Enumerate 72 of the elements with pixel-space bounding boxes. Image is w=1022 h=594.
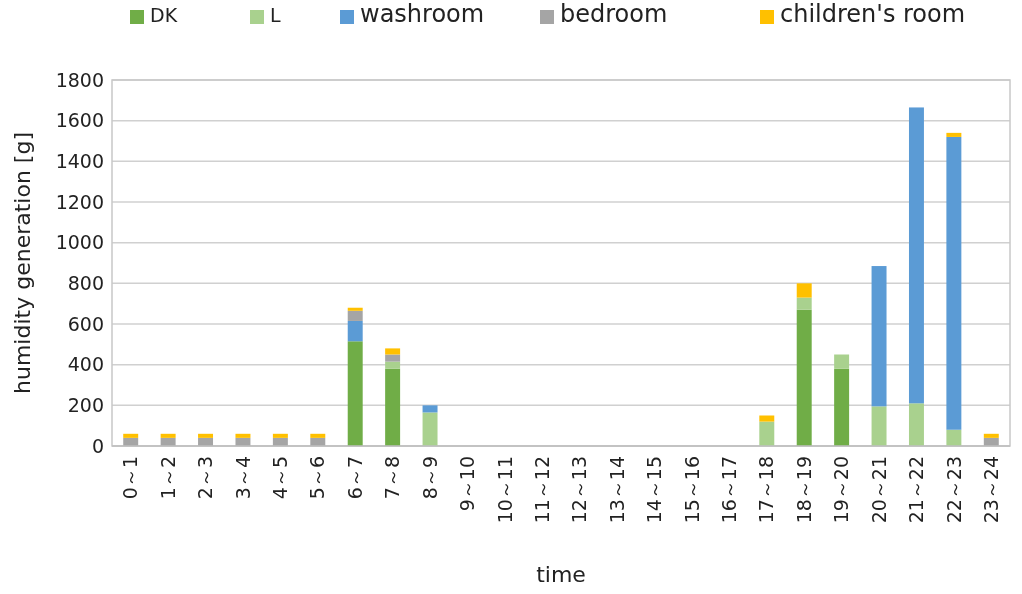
- bar: [347, 341, 363, 446]
- bar: [347, 307, 363, 311]
- x-tick-label: 19～20: [830, 456, 853, 524]
- bar: [946, 132, 962, 137]
- x-tick-label: 8～9: [418, 456, 441, 500]
- y-tick-label: 0: [91, 434, 104, 457]
- y-tick-label: 800: [67, 271, 104, 294]
- y-tick-label: 1200: [55, 190, 104, 213]
- bar: [834, 368, 850, 446]
- y-tick-label: 200: [67, 393, 104, 416]
- bar: [235, 433, 251, 438]
- x-tick-label: 16～17: [718, 456, 741, 524]
- x-tick-label: 13～14: [605, 456, 628, 524]
- bar: [123, 433, 139, 438]
- bar: [385, 348, 401, 355]
- legend-label: children's room: [780, 0, 966, 28]
- x-tick-label: 23～24: [979, 456, 1002, 524]
- bar: [796, 283, 812, 298]
- x-tick-label: 4～5: [269, 456, 292, 500]
- bar: [871, 266, 887, 407]
- x-tick-label: 3～4: [231, 456, 254, 500]
- legend-label: washroom: [360, 0, 485, 28]
- x-tick-label: 1～2: [156, 456, 179, 500]
- legend-label: DK: [150, 4, 178, 26]
- y-tick-label: 400: [67, 353, 104, 376]
- legend-label: L: [270, 4, 281, 26]
- x-tick-label: 9～10: [456, 456, 479, 512]
- bar: [422, 405, 438, 413]
- x-tick-label: 12～13: [568, 456, 591, 524]
- x-tick-label: 20～21: [867, 456, 890, 524]
- y-tick-label: 1800: [55, 68, 104, 91]
- legend-label: bedroom: [560, 0, 668, 28]
- bar: [796, 297, 812, 310]
- bar: [759, 415, 775, 422]
- bar: [272, 433, 288, 438]
- x-tick-label: 5～6: [306, 456, 329, 500]
- x-tick-label: 21～22: [905, 456, 928, 524]
- bar: [422, 412, 438, 446]
- bar: [347, 310, 363, 321]
- bar: [347, 320, 363, 342]
- bar: [983, 433, 999, 438]
- bar: [871, 406, 887, 446]
- bar: [310, 433, 326, 438]
- x-tick-label: 11～12: [530, 456, 553, 524]
- x-tick-label: 7～8: [381, 456, 404, 500]
- bar: [908, 107, 924, 404]
- bar: [198, 433, 214, 438]
- bar: [908, 403, 924, 446]
- y-tick-label: 1600: [55, 109, 104, 132]
- bar: [385, 368, 401, 446]
- x-tick-label: 14～15: [643, 456, 666, 524]
- bar: [834, 354, 850, 369]
- x-tick-label: 6～7: [343, 456, 366, 500]
- x-tick-label: 17～18: [755, 456, 778, 524]
- bar: [759, 421, 775, 446]
- y-tick-label: 1000: [55, 231, 104, 254]
- bar: [946, 429, 962, 446]
- bar: [385, 361, 401, 369]
- y-tick-label: 1400: [55, 149, 104, 172]
- x-tick-label: 18～19: [792, 456, 815, 524]
- x-tick-label: 0～1: [119, 456, 142, 500]
- x-axis-title: time: [536, 562, 586, 587]
- bar: [160, 433, 176, 438]
- x-tick-label: 2～3: [194, 456, 217, 500]
- x-tick-label: 15～16: [680, 456, 703, 524]
- y-axis-title: humidity generation [g]: [10, 132, 35, 394]
- y-tick-label: 600: [67, 312, 104, 335]
- x-tick-label: 22～23: [942, 456, 965, 524]
- bar: [385, 354, 401, 362]
- bar: [796, 309, 812, 446]
- x-tick-label: 10～11: [493, 456, 516, 524]
- bar: [946, 136, 962, 430]
